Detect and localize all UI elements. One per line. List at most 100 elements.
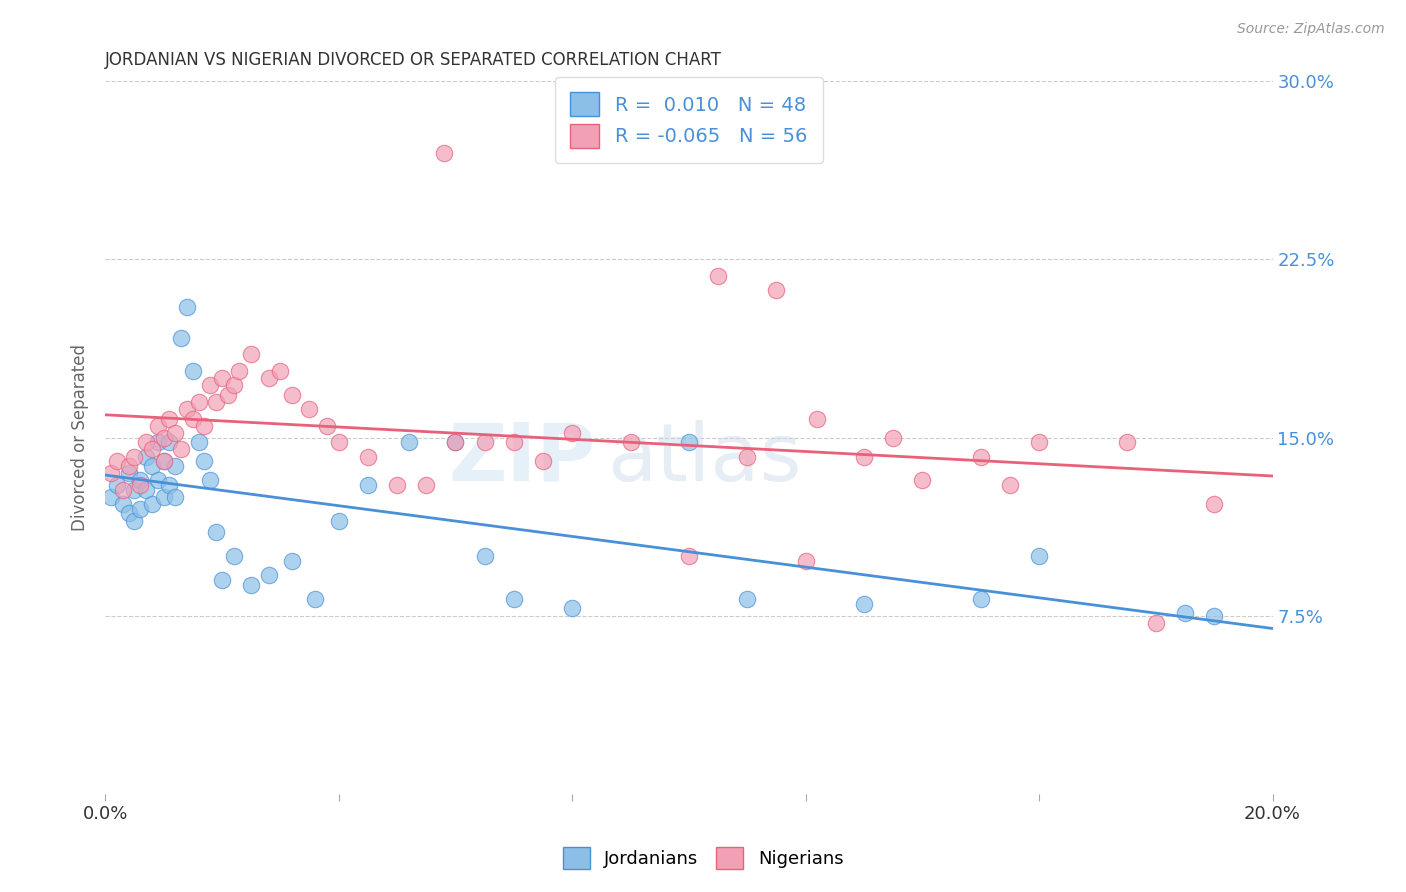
- Legend: R =  0.010   N = 48, R = -0.065   N = 56: R = 0.010 N = 48, R = -0.065 N = 56: [555, 77, 823, 163]
- Point: [970, 591, 993, 606]
- Point: [240, 578, 263, 592]
- Point: [135, 435, 157, 450]
- Point: [146, 473, 169, 487]
- Point: [217, 388, 239, 402]
- Point: [117, 507, 139, 521]
- Point: [1028, 549, 1050, 564]
- Point: [561, 601, 583, 615]
- Point: [105, 454, 128, 468]
- Y-axis label: Divorced or Separated: Divorced or Separated: [72, 344, 89, 531]
- Point: [316, 418, 339, 433]
- Point: [1204, 497, 1226, 511]
- Text: Source: ZipAtlas.com: Source: ZipAtlas.com: [1237, 22, 1385, 37]
- Point: [129, 501, 152, 516]
- Point: [211, 573, 233, 587]
- Point: [794, 554, 817, 568]
- Point: [298, 402, 321, 417]
- Point: [170, 331, 193, 345]
- Point: [200, 473, 222, 487]
- Point: [398, 435, 420, 450]
- Point: [152, 454, 174, 468]
- Point: [222, 378, 245, 392]
- Point: [304, 591, 326, 606]
- Point: [852, 597, 875, 611]
- Point: [176, 402, 198, 417]
- Point: [228, 364, 250, 378]
- Point: [100, 490, 122, 504]
- Point: [415, 478, 437, 492]
- Point: [1174, 606, 1197, 620]
- Point: [135, 483, 157, 497]
- Point: [474, 549, 496, 564]
- Point: [735, 450, 758, 464]
- Point: [165, 490, 187, 504]
- Point: [328, 514, 350, 528]
- Text: ZIP: ZIP: [449, 420, 596, 498]
- Point: [970, 450, 993, 464]
- Point: [141, 458, 163, 473]
- Point: [357, 450, 380, 464]
- Point: [157, 435, 180, 450]
- Point: [124, 514, 146, 528]
- Point: [135, 450, 157, 464]
- Point: [1204, 608, 1226, 623]
- Point: [146, 418, 169, 433]
- Point: [502, 591, 524, 606]
- Point: [998, 478, 1021, 492]
- Point: [152, 430, 174, 444]
- Point: [111, 497, 134, 511]
- Point: [269, 364, 291, 378]
- Point: [222, 549, 245, 564]
- Point: [328, 435, 350, 450]
- Point: [141, 442, 163, 457]
- Point: [100, 466, 122, 480]
- Point: [205, 395, 228, 409]
- Text: atlas: atlas: [607, 420, 801, 498]
- Point: [211, 371, 233, 385]
- Point: [181, 411, 204, 425]
- Point: [117, 466, 139, 480]
- Point: [385, 478, 408, 492]
- Text: JORDANIAN VS NIGERIAN DIVORCED OR SEPARATED CORRELATION CHART: JORDANIAN VS NIGERIAN DIVORCED OR SEPARA…: [105, 51, 723, 69]
- Point: [181, 364, 204, 378]
- Point: [240, 347, 263, 361]
- Point: [707, 268, 730, 283]
- Point: [502, 435, 524, 450]
- Point: [911, 473, 934, 487]
- Point: [806, 411, 828, 425]
- Point: [561, 425, 583, 440]
- Point: [357, 478, 380, 492]
- Point: [765, 283, 787, 297]
- Point: [852, 450, 875, 464]
- Point: [146, 435, 169, 450]
- Point: [1028, 435, 1050, 450]
- Point: [193, 454, 215, 468]
- Point: [474, 435, 496, 450]
- Point: [157, 478, 180, 492]
- Point: [205, 525, 228, 540]
- Point: [141, 497, 163, 511]
- Legend: Jordanians, Nigerians: Jordanians, Nigerians: [554, 838, 852, 879]
- Point: [678, 435, 700, 450]
- Point: [129, 478, 152, 492]
- Point: [124, 450, 146, 464]
- Point: [257, 568, 280, 582]
- Point: [1144, 615, 1167, 630]
- Point: [444, 435, 467, 450]
- Point: [117, 458, 139, 473]
- Point: [187, 395, 209, 409]
- Point: [433, 145, 456, 160]
- Point: [531, 454, 554, 468]
- Point: [111, 483, 134, 497]
- Point: [170, 442, 193, 457]
- Point: [882, 430, 904, 444]
- Point: [619, 435, 641, 450]
- Point: [444, 435, 467, 450]
- Point: [157, 411, 180, 425]
- Point: [165, 425, 187, 440]
- Point: [678, 549, 700, 564]
- Point: [129, 473, 152, 487]
- Point: [281, 554, 304, 568]
- Point: [124, 483, 146, 497]
- Point: [176, 300, 198, 314]
